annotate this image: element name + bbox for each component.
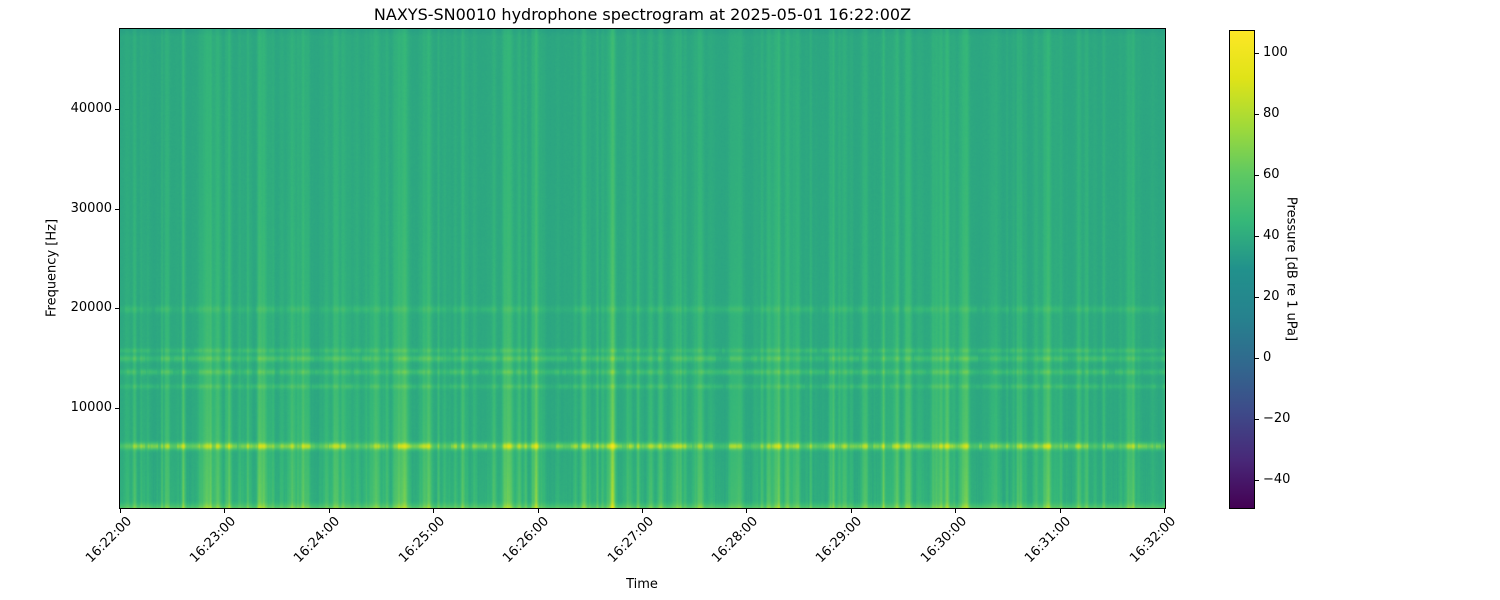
x-tick-label: 16:28:00 (709, 514, 762, 566)
plot-title: NAXYS-SN0010 hydrophone spectrogram at 2… (373, 5, 912, 24)
y-tick-label: 30000 (70, 200, 112, 216)
y-tick-label: 40000 (70, 100, 112, 116)
y-tick-mark (115, 308, 119, 310)
colorbar-tick-label: 60 (1263, 166, 1280, 182)
x-tick-label: 16:25:00 (395, 514, 448, 566)
colorbar-tick-mark (1255, 113, 1259, 115)
colorbar-label: Pressure [dB re 1 uPa] (1283, 196, 1299, 342)
y-tick-label: 10000 (70, 400, 112, 416)
x-tick-mark (850, 509, 852, 513)
colorbar-tick-label: −40 (1263, 471, 1291, 487)
x-tick-label: 16:31:00 (1022, 514, 1075, 566)
colorbar-tick-label: 0 (1263, 349, 1272, 365)
spectrogram-canvas (120, 29, 1165, 508)
x-tick-mark (328, 509, 330, 513)
colorbar-tick-label: 80 (1263, 105, 1280, 121)
colorbar-tick-label: 20 (1263, 288, 1280, 304)
x-tick-mark (224, 509, 226, 513)
plot-area (119, 28, 1166, 509)
colorbar-tick-mark (1255, 174, 1259, 176)
x-tick-mark (746, 509, 748, 513)
colorbar-tick-mark (1255, 235, 1259, 237)
colorbar-tick-label: 40 (1263, 227, 1280, 243)
x-axis-label: Time (626, 577, 658, 592)
x-tick-label: 16:23:00 (187, 514, 240, 566)
x-tick-label: 16:29:00 (813, 514, 866, 566)
colorbar-tick-label: 100 (1263, 44, 1288, 60)
x-tick-mark (1164, 509, 1165, 513)
x-tick-mark (1059, 509, 1061, 513)
y-tick-mark (115, 108, 119, 110)
colorbar-tick-mark (1255, 296, 1259, 298)
x-tick-mark (433, 509, 435, 513)
colorbar-tick-mark (1255, 418, 1259, 420)
x-tick-mark (642, 509, 643, 513)
x-tick-label: 16:22:00 (82, 514, 135, 566)
colorbar (1229, 30, 1255, 509)
colorbar-tick-mark (1255, 52, 1259, 54)
x-tick-label: 16:30:00 (917, 514, 970, 566)
x-tick-mark (120, 509, 121, 513)
x-tick-label: 16:26:00 (500, 514, 553, 566)
x-tick-mark (955, 509, 957, 513)
x-tick-label: 16:27:00 (604, 514, 657, 566)
colorbar-gradient (1230, 31, 1254, 508)
x-tick-label: 16:24:00 (291, 514, 344, 566)
colorbar-tick-label: −20 (1263, 410, 1291, 426)
x-tick-mark (537, 509, 539, 513)
x-tick-label: 16:32:00 (1126, 514, 1179, 566)
y-tick-label: 20000 (70, 300, 112, 316)
y-tick-mark (115, 208, 119, 210)
colorbar-tick-mark (1255, 357, 1259, 359)
colorbar-tick-mark (1255, 479, 1259, 481)
y-tick-mark (115, 408, 119, 410)
